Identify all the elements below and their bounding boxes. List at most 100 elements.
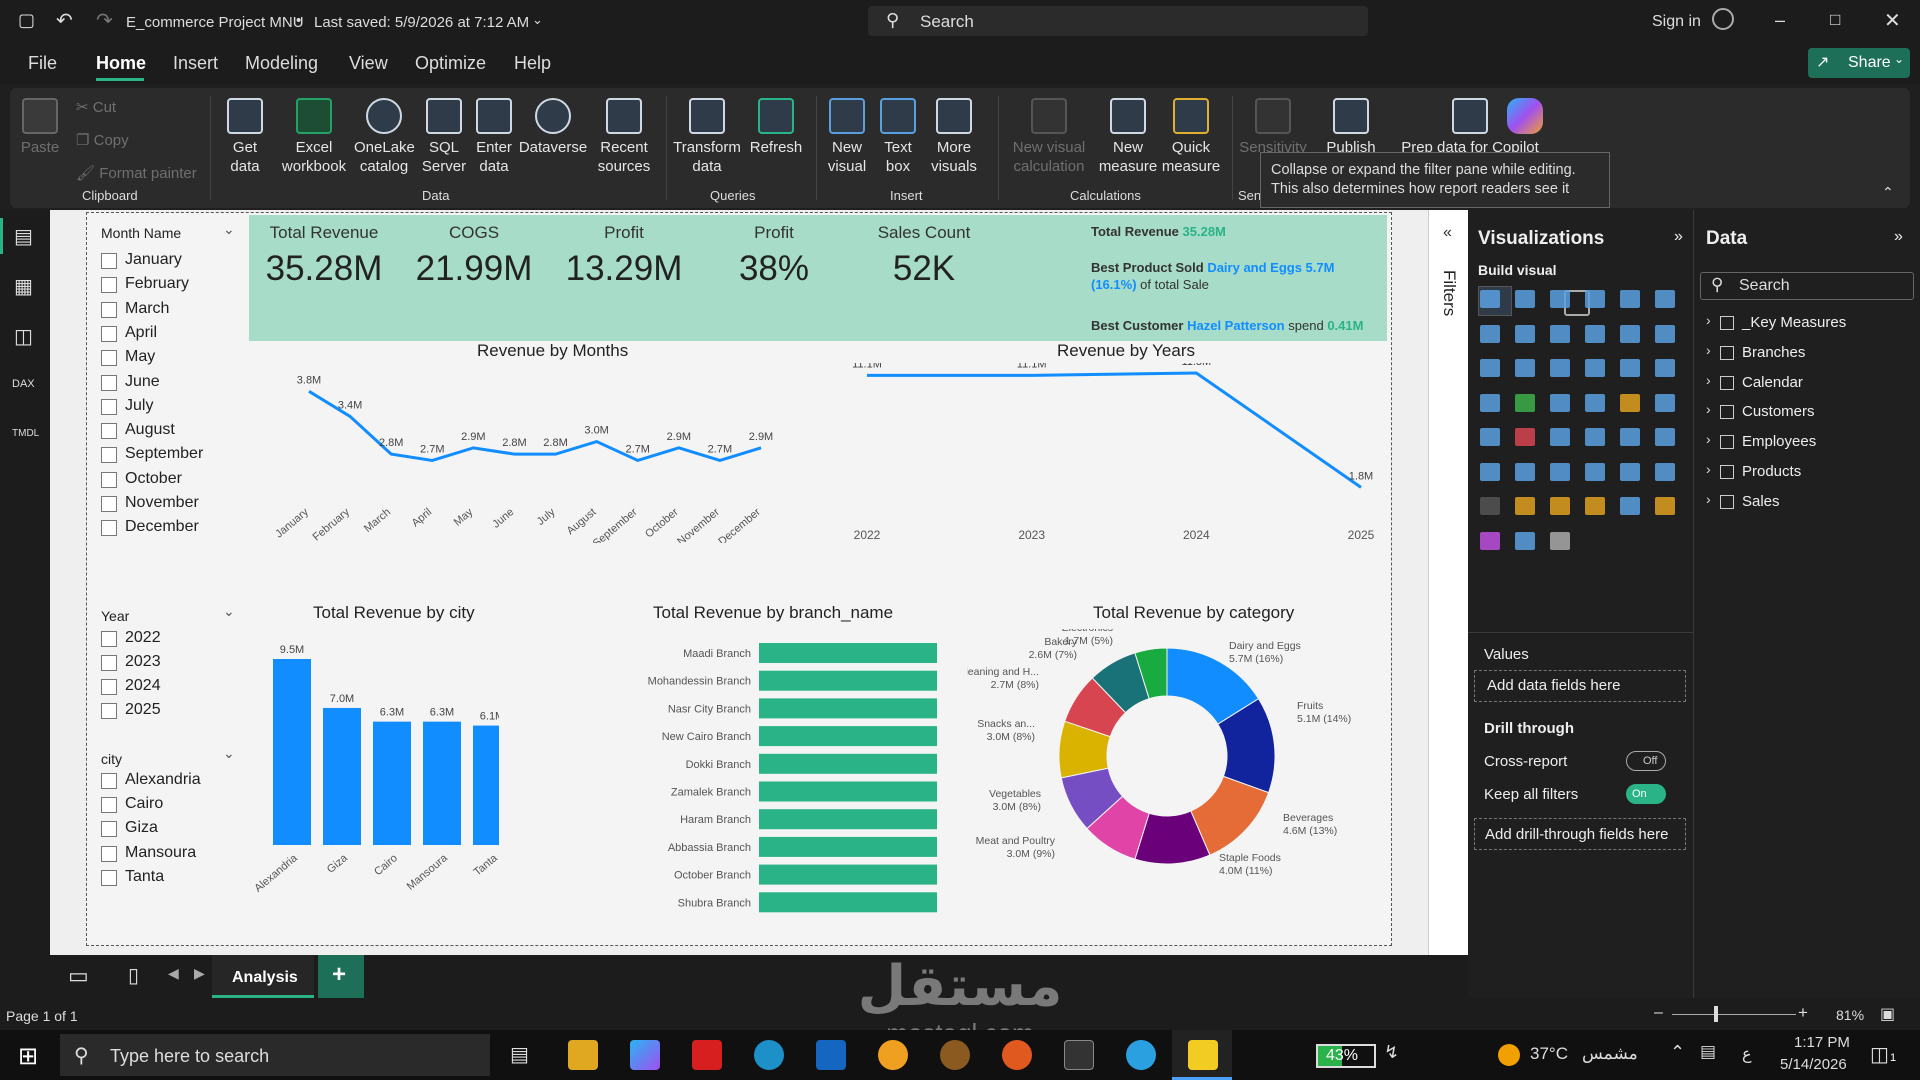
visual-type-icon[interactable] — [1620, 462, 1640, 481]
data-table-item[interactable]: Customers — [1742, 403, 1815, 421]
visual-type-icon[interactable] — [1655, 324, 1675, 343]
dataverse-button[interactable]: Dataverse — [518, 98, 588, 157]
next-page-icon[interactable]: ▶ — [194, 965, 205, 981]
slicer-option-label[interactable]: February — [125, 275, 190, 293]
tray-chevron-icon[interactable]: ⌃ — [1670, 1042, 1686, 1062]
revenue-by-branch-chart[interactable]: Maadi Branch3.6MMohandessin Branch3.6MNa… — [517, 629, 937, 929]
visual-type-icon[interactable] — [1480, 497, 1500, 515]
format-painter-button[interactable]: 🖌 Format painter — [76, 165, 197, 182]
slicer-checkbox[interactable] — [101, 821, 117, 838]
file-explorer-icon[interactable] — [568, 1040, 598, 1070]
windows-start-icon[interactable]: ⊞ — [18, 1043, 39, 1070]
data-table-item[interactable]: Employees — [1742, 433, 1817, 451]
sensitivity-button[interactable]: Sensitivity — [1238, 98, 1308, 157]
slicer-option-label[interactable]: November — [125, 494, 199, 511]
add-page-button[interactable]: + — [318, 955, 364, 998]
visual-type-icon[interactable] — [1550, 393, 1570, 412]
slicer-option-label[interactable]: Alexandria — [125, 771, 201, 788]
slicer-checkbox[interactable] — [101, 679, 117, 695]
model-view-icon[interactable]: ◫ — [14, 326, 33, 348]
slicer-checkbox[interactable] — [101, 253, 117, 269]
data-table-item[interactable]: Sales — [1742, 492, 1780, 510]
menu-file[interactable]: File — [28, 53, 58, 73]
visual-type-icon[interactable] — [1655, 290, 1675, 308]
share-button[interactable]: ↗ Share ⌄ — [1808, 48, 1910, 78]
undo-icon[interactable]: ↶ — [56, 10, 73, 32]
slicer-checkbox[interactable] — [101, 703, 117, 719]
weather-sun-icon[interactable] — [1498, 1044, 1520, 1066]
data-table-item[interactable]: Calendar — [1742, 373, 1803, 391]
slicer-option-label[interactable]: June — [125, 372, 160, 390]
slicer-checkbox[interactable] — [101, 325, 117, 342]
visual-type-icon[interactable] — [1655, 428, 1675, 446]
copilot-taskbar-icon[interactable] — [630, 1040, 660, 1070]
data-table-item[interactable]: Products — [1742, 463, 1802, 480]
input-language[interactable]: ع — [1742, 1046, 1752, 1063]
visual-type-icon[interactable] — [1515, 324, 1535, 343]
chevron-right-icon[interactable]: › — [1706, 312, 1711, 328]
slicer-option-label[interactable]: August — [125, 421, 175, 439]
visual-type-icon[interactable] — [1585, 290, 1605, 308]
visual-type-icon[interactable] — [1480, 428, 1500, 446]
visual-type-icon[interactable] — [1480, 324, 1500, 343]
visual-type-icon[interactable] — [1620, 497, 1640, 515]
visual-type-icon[interactable] — [1480, 290, 1500, 308]
onelake-button[interactable]: OneLake catalog — [354, 98, 415, 176]
slicer-option-label[interactable]: 2022 — [125, 629, 161, 646]
visual-type-icon[interactable] — [1620, 393, 1640, 412]
edge-icon[interactable] — [754, 1040, 784, 1070]
sign-in-link[interactable]: Sign in — [1652, 13, 1701, 30]
chevron-right-icon[interactable]: › — [1706, 461, 1711, 477]
chevron-right-icon[interactable]: › — [1706, 490, 1711, 507]
revenue-by-years-chart[interactable]: 11.1M 2022 11.1M 2023 11.3M 2024 1.8M 2025 — [847, 363, 1387, 543]
visual-type-icon[interactable] — [1550, 324, 1570, 343]
visual-type-icon[interactable] — [1480, 359, 1500, 377]
maximize-icon[interactable]: □ — [1830, 10, 1841, 29]
keep-filters-toggle[interactable]: On — [1626, 784, 1666, 804]
collapse-filters-icon[interactable]: « — [1443, 224, 1452, 241]
minimize-icon[interactable]: – — [1775, 10, 1786, 30]
slicer-option-label[interactable]: Giza — [125, 819, 158, 837]
slicer-option-label[interactable]: Cairo — [125, 795, 164, 813]
redo-icon[interactable]: ↷ — [96, 10, 113, 32]
visual-type-icon[interactable] — [1550, 497, 1570, 515]
chevron-right-icon[interactable]: › — [1706, 341, 1711, 358]
zoom-out-icon[interactable]: – — [1654, 1004, 1663, 1021]
visual-type-icon[interactable] — [1515, 393, 1535, 412]
quick-measure-button[interactable]: Quick measure — [1160, 98, 1222, 176]
chevron-right-icon[interactable]: › — [1706, 401, 1711, 418]
data-table-item[interactable]: _Key Measures — [1742, 314, 1847, 331]
recent-sources-button[interactable]: Recent sources — [592, 98, 656, 176]
global-search[interactable]: ⚲ Search — [868, 6, 1368, 36]
zoom-slider-thumb[interactable] — [1714, 1006, 1718, 1022]
visual-type-icon[interactable] — [1515, 290, 1535, 308]
firefox-icon[interactable] — [1002, 1040, 1032, 1070]
chevron-right-icon[interactable]: › — [1706, 371, 1711, 388]
slicer-option-label[interactable]: December — [125, 518, 199, 536]
menu-modeling[interactable]: Modeling — [245, 53, 319, 73]
app-l-icon[interactable] — [692, 1040, 722, 1070]
slicer-checkbox[interactable] — [101, 423, 117, 440]
slicer-checkbox[interactable] — [101, 350, 117, 367]
cross-report-toggle[interactable]: Off — [1626, 751, 1666, 771]
visual-type-icon[interactable] — [1480, 531, 1500, 550]
refresh-button[interactable]: Refresh — [746, 98, 806, 157]
slicer-option-label[interactable]: January — [125, 251, 182, 268]
outlook-icon[interactable] — [816, 1040, 846, 1070]
slicer-option-label[interactable]: April — [125, 323, 158, 341]
table-view-icon[interactable]: ▦ — [14, 276, 33, 298]
chevron-down-icon[interactable]: ⌄ — [223, 603, 235, 619]
battery-indicator[interactable]: 43% — [1316, 1044, 1376, 1068]
taskbar-search-box[interactable]: ⚲ Type here to search — [60, 1034, 490, 1076]
menu-insert[interactable]: Insert — [173, 53, 219, 73]
slicer-option-label[interactable]: 2025 — [125, 701, 161, 718]
visual-type-icon[interactable] — [1620, 324, 1640, 343]
visual-type-icon[interactable] — [1585, 428, 1605, 446]
slicer-option-label[interactable]: Tanta — [125, 867, 165, 885]
visual-type-icon[interactable] — [1550, 462, 1570, 481]
paste-button[interactable]: Paste — [18, 98, 62, 157]
zoom-slider[interactable] — [1672, 1014, 1796, 1015]
slicer-option-label[interactable]: October — [125, 469, 182, 487]
clock-time[interactable]: 1:17 PM — [1794, 1034, 1850, 1051]
